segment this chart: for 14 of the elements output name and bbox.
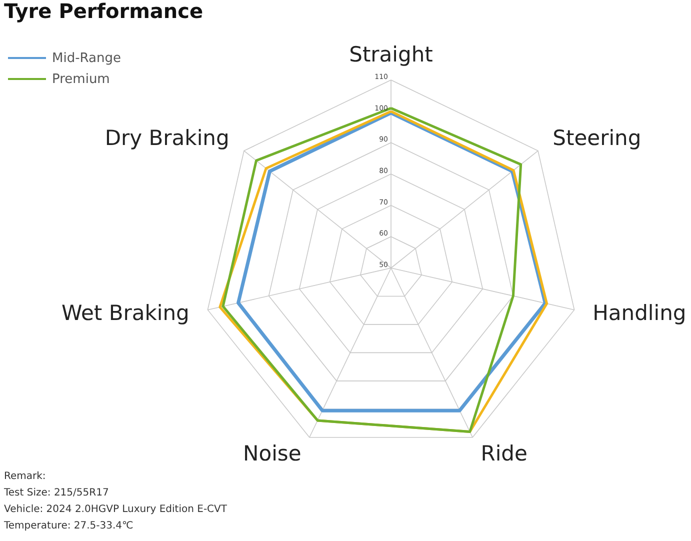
text: Temperature: 27.5-33.4℃ [3, 520, 134, 532]
spoke-label: Straight [349, 42, 433, 67]
spoke-label: Ride [480, 441, 528, 466]
chart-title: Tyre Performance [4, 0, 204, 23]
spoke-label: Handling [592, 301, 686, 326]
spoke-label: Noise [243, 441, 302, 466]
text: Remark: [4, 471, 46, 482]
spoke-label: Wet Braking [61, 301, 190, 326]
text: Vehicle: 2024 2.0HGVP Luxury Edition E-CVT [4, 504, 228, 515]
legend-label: Premium [52, 72, 110, 87]
spoke-label: Steering [552, 126, 642, 150]
spoke-label: Dry Braking [104, 126, 230, 150]
legend-label: Mid-Range [52, 51, 121, 66]
text: Test Size: 215/55R17 [3, 488, 109, 498]
